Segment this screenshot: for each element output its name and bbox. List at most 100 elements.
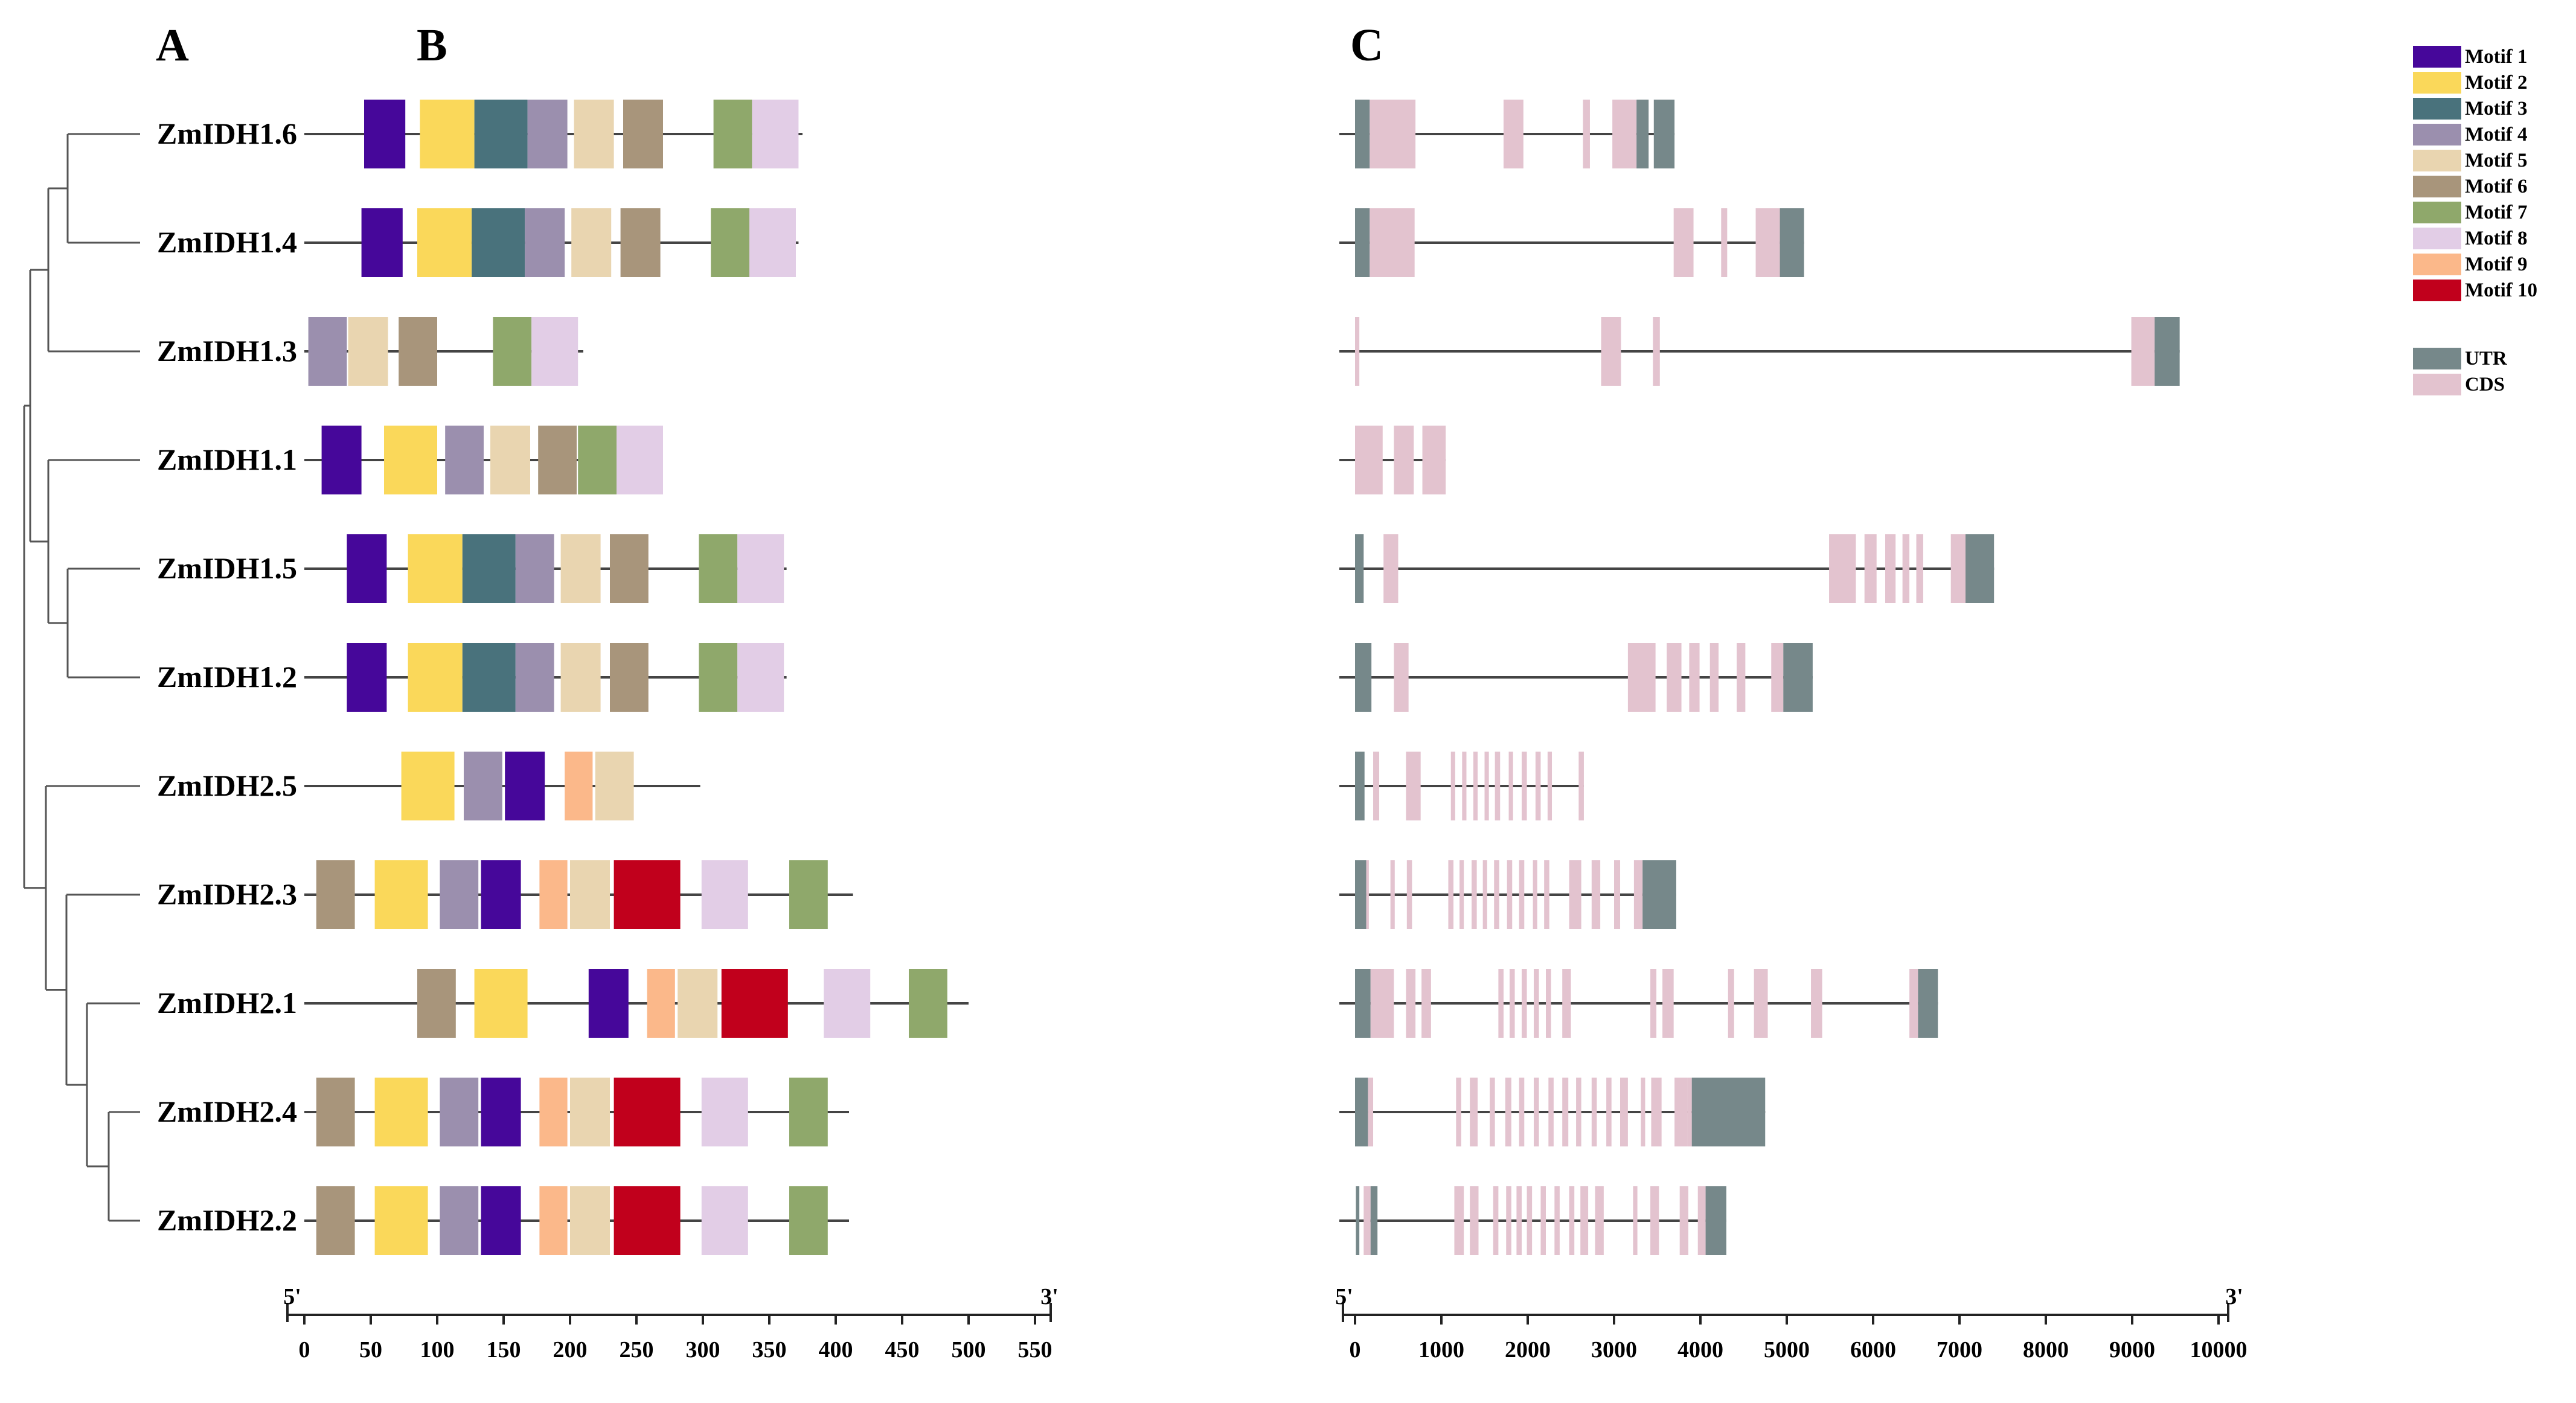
motif-8-box xyxy=(824,969,871,1038)
motif-2-box xyxy=(374,1078,428,1146)
utr-block xyxy=(1691,1078,1766,1146)
motif-6-box xyxy=(316,1186,355,1255)
axis-tick-label: 4000 xyxy=(1677,1337,1723,1363)
cds-block xyxy=(1355,317,1360,386)
cds-block xyxy=(1687,1078,1692,1146)
motif-2-box xyxy=(384,426,437,494)
cds-block xyxy=(1580,1186,1589,1255)
cds-block xyxy=(1470,1186,1479,1255)
axis-tick-label: 400 xyxy=(819,1337,853,1363)
gene-label: ZmIDH1.3 xyxy=(157,334,297,368)
cds-block xyxy=(1368,1078,1374,1146)
utr-block xyxy=(1918,969,1938,1038)
utr-block xyxy=(1636,100,1649,168)
cds-block xyxy=(1472,860,1477,929)
legend-label: Motif 4 xyxy=(2465,124,2528,145)
cds-block xyxy=(1662,969,1674,1038)
motif-1-box xyxy=(347,643,387,712)
cds-block xyxy=(1508,752,1513,820)
cds-block xyxy=(1503,100,1523,168)
utr-block xyxy=(2155,317,2180,386)
cds-block xyxy=(1562,969,1571,1038)
cds-block xyxy=(1535,752,1541,820)
legend: Motif 1 Motif 2 Motif 3 Motif 4 Motif 5 Motif… xyxy=(2413,46,2537,395)
motif-track xyxy=(304,860,853,929)
motif-7-box xyxy=(711,208,749,277)
cds-block xyxy=(1495,752,1501,820)
axis-tick-label: 8000 xyxy=(2023,1337,2069,1363)
motif-1-box xyxy=(505,752,545,820)
axis-5prime-label: 5' xyxy=(1335,1284,1353,1309)
cds-block xyxy=(1829,534,1856,603)
cds-block xyxy=(1527,1186,1533,1255)
axis-tick-label: 200 xyxy=(553,1337,588,1363)
motif-4-box xyxy=(515,643,554,712)
utr-block xyxy=(1355,860,1366,929)
cds-block xyxy=(1728,969,1734,1038)
legend-item-motif: Motif 8 xyxy=(2413,228,2528,249)
gene-track xyxy=(1339,426,1446,494)
motif-9-box xyxy=(539,1186,568,1255)
cds-block xyxy=(1583,100,1590,168)
gene-track xyxy=(1339,100,1675,168)
legend-swatch xyxy=(2413,46,2461,68)
motif-8-box xyxy=(531,317,578,386)
motif-8-box xyxy=(752,100,799,168)
motif-4-box xyxy=(527,100,568,168)
motif-5-box xyxy=(560,534,601,603)
cds-block xyxy=(1950,534,1966,603)
cds-block xyxy=(1462,752,1467,820)
cds-block xyxy=(1459,860,1464,929)
cds-block xyxy=(1653,317,1660,386)
motif-1-box xyxy=(481,1186,521,1255)
axis-tick-label: 10000 xyxy=(2190,1337,2248,1363)
gene-label: ZmIDH2.2 xyxy=(157,1203,297,1237)
cds-block xyxy=(1909,969,1918,1038)
utr-block xyxy=(1355,534,1364,603)
cds-block xyxy=(1394,426,1414,494)
legend-label: CDS xyxy=(2465,374,2505,395)
motif-6-box xyxy=(610,643,649,712)
motif-7-box xyxy=(789,860,828,929)
cds-block xyxy=(1633,1186,1638,1255)
axis-5prime-label: 5' xyxy=(283,1284,301,1309)
legend-item-motif: Motif 9 xyxy=(2413,254,2528,275)
gene-track xyxy=(1339,317,2180,386)
motif-4-box xyxy=(464,752,502,820)
motif-2-box xyxy=(474,969,528,1038)
cds-block xyxy=(1612,100,1637,168)
motif-9-box xyxy=(539,1078,568,1146)
cds-block xyxy=(1755,208,1780,277)
axis-tick-label: 5000 xyxy=(1764,1337,1810,1363)
motif-8-box xyxy=(737,534,784,603)
motif-track xyxy=(304,426,663,494)
cds-block xyxy=(1505,1078,1511,1146)
legend-swatch xyxy=(2413,374,2461,395)
motif-7-box xyxy=(909,969,947,1038)
cds-block xyxy=(1651,1078,1662,1146)
motif-7-box xyxy=(699,643,738,712)
legend-item-motif: Motif 6 xyxy=(2413,176,2528,197)
cds-block xyxy=(1620,1078,1628,1146)
utr-block xyxy=(1370,1186,1378,1255)
utr-block xyxy=(1642,860,1676,929)
gene-structure-tracks xyxy=(1339,100,2180,1255)
legend-label: Motif 9 xyxy=(2465,254,2528,275)
axis-tick-label: 100 xyxy=(420,1337,455,1363)
cds-block xyxy=(1916,534,1923,603)
axis-tick-label: 300 xyxy=(686,1337,720,1363)
utr-block xyxy=(1355,643,1372,712)
motif-8-box xyxy=(749,208,796,277)
cds-block xyxy=(1689,643,1700,712)
legend-swatch xyxy=(2413,124,2461,145)
motif-5-box xyxy=(570,1186,610,1255)
legend-item-structure: CDS xyxy=(2413,374,2505,395)
legend-item-motif: Motif 2 xyxy=(2413,72,2528,94)
legend-swatch xyxy=(2413,98,2461,120)
cds-block xyxy=(1448,860,1454,929)
cds-block xyxy=(1498,969,1504,1038)
utr-block xyxy=(1355,208,1370,277)
cds-block xyxy=(1521,752,1527,820)
motif-3-box xyxy=(472,208,525,277)
